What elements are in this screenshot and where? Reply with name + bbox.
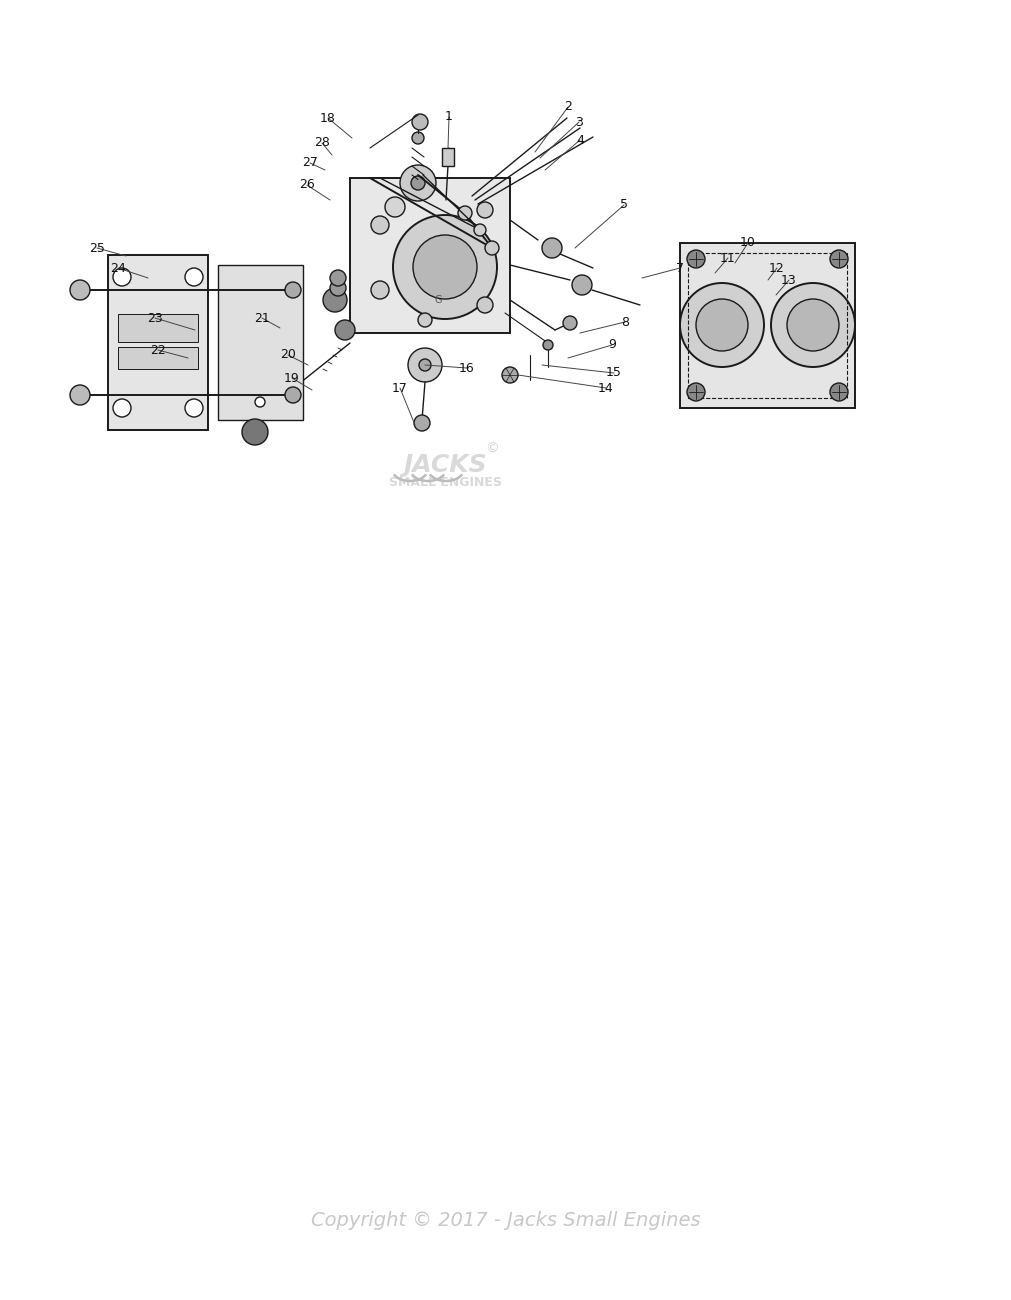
Circle shape — [371, 216, 389, 234]
Circle shape — [696, 299, 748, 351]
Circle shape — [323, 289, 347, 312]
Text: 22: 22 — [150, 343, 166, 356]
Circle shape — [563, 316, 577, 330]
Circle shape — [385, 198, 405, 217]
Circle shape — [400, 165, 436, 202]
Bar — [688, 254, 847, 398]
Circle shape — [113, 399, 131, 417]
Text: 25: 25 — [89, 242, 105, 255]
Text: SMALL ENGINES: SMALL ENGINES — [388, 477, 501, 490]
Text: 10: 10 — [740, 237, 756, 250]
Circle shape — [242, 419, 268, 445]
Circle shape — [419, 359, 431, 370]
Circle shape — [687, 384, 705, 400]
Circle shape — [687, 250, 705, 268]
Text: 11: 11 — [720, 251, 736, 264]
Circle shape — [458, 205, 472, 220]
Text: 20: 20 — [280, 348, 296, 361]
Text: 14: 14 — [599, 381, 614, 394]
Text: 7: 7 — [676, 261, 684, 274]
Circle shape — [771, 283, 855, 367]
Text: 16: 16 — [459, 361, 475, 374]
Text: 18: 18 — [320, 112, 336, 125]
Circle shape — [787, 299, 839, 351]
Circle shape — [393, 214, 497, 318]
Circle shape — [830, 250, 848, 268]
Circle shape — [70, 280, 90, 300]
Circle shape — [572, 276, 592, 295]
Bar — [118, 315, 198, 342]
Circle shape — [412, 133, 424, 144]
Circle shape — [408, 348, 442, 382]
Text: 5: 5 — [620, 199, 628, 212]
Text: 2: 2 — [564, 100, 572, 113]
Circle shape — [413, 235, 477, 299]
Circle shape — [330, 270, 346, 286]
Text: 13: 13 — [782, 273, 797, 286]
Circle shape — [542, 238, 562, 257]
Circle shape — [185, 399, 203, 417]
Text: G: G — [435, 295, 442, 306]
Circle shape — [70, 385, 90, 406]
Bar — [118, 347, 198, 369]
Circle shape — [474, 224, 486, 237]
Circle shape — [413, 415, 430, 432]
Text: 27: 27 — [302, 156, 317, 169]
Text: 19: 19 — [284, 372, 300, 385]
Circle shape — [411, 176, 425, 190]
Bar — [442, 148, 454, 166]
Bar — [680, 243, 855, 408]
Circle shape — [335, 320, 355, 341]
Circle shape — [477, 296, 493, 313]
Text: 26: 26 — [299, 178, 314, 191]
Circle shape — [269, 387, 291, 410]
Bar — [218, 265, 303, 420]
Circle shape — [285, 387, 301, 403]
Text: 21: 21 — [254, 312, 270, 325]
Text: 9: 9 — [608, 338, 616, 351]
Text: Copyright © 2017 - Jacks Small Engines: Copyright © 2017 - Jacks Small Engines — [310, 1210, 701, 1230]
Circle shape — [330, 280, 346, 296]
Circle shape — [113, 268, 131, 286]
Circle shape — [418, 313, 432, 328]
Bar — [350, 178, 510, 333]
Circle shape — [371, 281, 389, 299]
Circle shape — [285, 282, 301, 298]
Text: 3: 3 — [575, 116, 583, 129]
Circle shape — [255, 396, 265, 407]
Text: 12: 12 — [769, 261, 785, 274]
Text: 8: 8 — [621, 316, 629, 329]
Text: ©: © — [485, 442, 498, 456]
Circle shape — [485, 240, 499, 255]
Circle shape — [680, 283, 764, 367]
Text: 24: 24 — [110, 261, 126, 274]
Circle shape — [830, 384, 848, 400]
Text: 15: 15 — [606, 367, 622, 380]
Text: 17: 17 — [392, 381, 407, 394]
Text: 4: 4 — [576, 134, 584, 147]
Bar — [108, 255, 208, 430]
Text: 23: 23 — [148, 312, 163, 325]
Text: 28: 28 — [314, 136, 330, 150]
Circle shape — [477, 202, 493, 218]
Circle shape — [412, 114, 428, 130]
Circle shape — [185, 268, 203, 286]
Circle shape — [543, 341, 553, 350]
Circle shape — [502, 367, 518, 384]
Text: JACKS: JACKS — [403, 452, 487, 477]
Text: 1: 1 — [445, 111, 453, 124]
